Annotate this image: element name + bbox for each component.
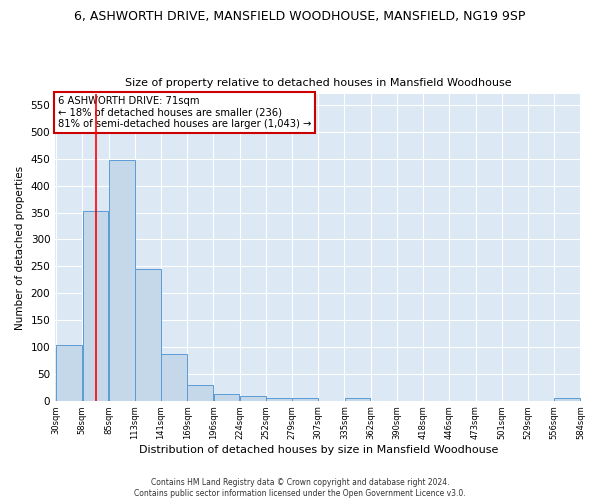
Text: 6 ASHWORTH DRIVE: 71sqm
← 18% of detached houses are smaller (236)
81% of semi-d: 6 ASHWORTH DRIVE: 71sqm ← 18% of detache… <box>58 96 311 129</box>
Title: Size of property relative to detached houses in Mansfield Woodhouse: Size of property relative to detached ho… <box>125 78 512 88</box>
Bar <box>83 211 109 400</box>
Bar <box>554 398 580 400</box>
Bar <box>266 398 292 400</box>
Bar <box>214 394 239 400</box>
Bar <box>187 384 213 400</box>
Bar <box>292 398 318 400</box>
Bar <box>240 396 266 400</box>
Bar <box>109 160 134 400</box>
Bar <box>161 354 187 401</box>
Text: 6, ASHWORTH DRIVE, MANSFIELD WOODHOUSE, MANSFIELD, NG19 9SP: 6, ASHWORTH DRIVE, MANSFIELD WOODHOUSE, … <box>74 10 526 23</box>
Bar <box>56 346 82 401</box>
Bar <box>345 398 370 400</box>
X-axis label: Distribution of detached houses by size in Mansfield Woodhouse: Distribution of detached houses by size … <box>139 445 498 455</box>
Text: Contains HM Land Registry data © Crown copyright and database right 2024.
Contai: Contains HM Land Registry data © Crown c… <box>134 478 466 498</box>
Y-axis label: Number of detached properties: Number of detached properties <box>15 166 25 330</box>
Bar <box>135 269 161 400</box>
